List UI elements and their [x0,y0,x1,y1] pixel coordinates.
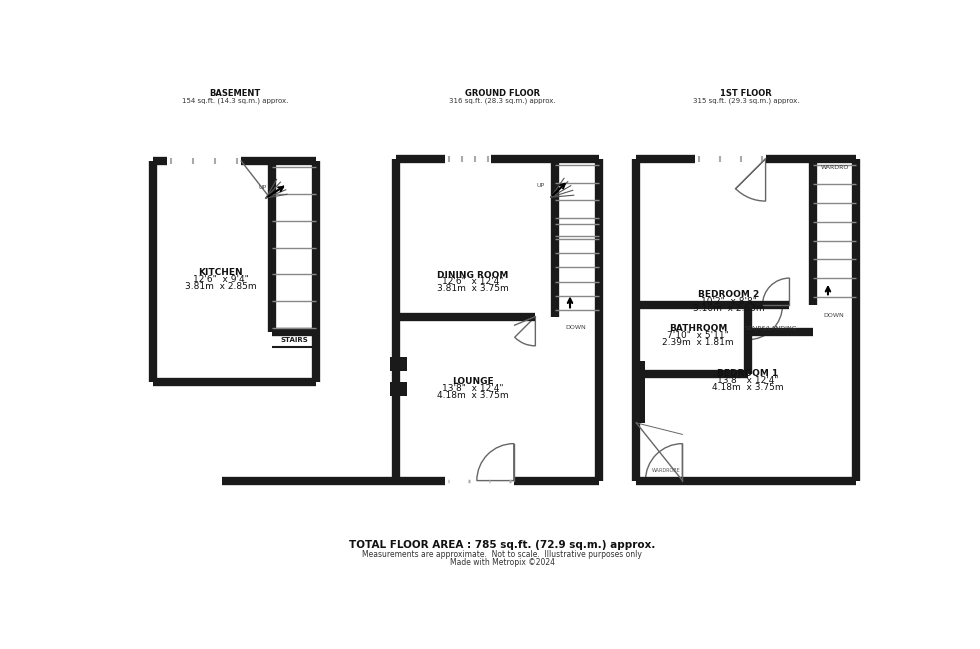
Text: 12'6"  x 9'4": 12'6" x 9'4" [192,275,248,284]
Text: Made with Metropix ©2024: Made with Metropix ©2024 [450,557,555,567]
Text: WARDROBE: WARDROBE [652,468,680,473]
Text: 7'10"  x 5'11": 7'10" x 5'11" [667,332,729,340]
Text: 10'2"  x 8'8": 10'2" x 8'8" [701,297,757,306]
Text: BASEMENT: BASEMENT [210,89,261,98]
Text: 2.39m  x 1.81m: 2.39m x 1.81m [662,338,734,347]
Bar [272,334,316,347]
Text: UP: UP [259,186,267,191]
Bar [390,382,407,396]
Text: 3.10m  x 2.63m: 3.10m x 2.63m [693,304,764,313]
Text: 13'8"  x 12'4": 13'8" x 12'4" [717,376,779,385]
Text: STAIRS: STAIRS [280,337,308,343]
Bar [635,361,645,423]
Text: GROUND FLOOR: GROUND FLOOR [465,89,540,98]
Text: BEDROOM 2: BEDROOM 2 [698,289,760,299]
Text: 315 sq.ft. (29.3 sq.m.) approx.: 315 sq.ft. (29.3 sq.m.) approx. [693,98,800,104]
Text: 3.81m  x 2.85m: 3.81m x 2.85m [184,282,256,291]
Text: 12'6"  x 12'4": 12'6" x 12'4" [442,277,504,286]
Text: Measurements are approximate.  Not to scale.  Illustrative purposes only: Measurements are approximate. Not to sca… [363,550,642,559]
Text: LOUNGE: LOUNGE [452,377,494,386]
Text: DOWN: DOWN [824,313,845,318]
Text: DINING ROOM: DINING ROOM [437,271,509,280]
Text: 316 sq.ft. (28.3 sq.m.) approx.: 316 sq.ft. (28.3 sq.m.) approx. [449,98,556,104]
Text: WARDRO: WARDRO [820,165,849,170]
Text: BEDROOM 1: BEDROOM 1 [717,369,778,378]
Text: TOTAL FLOOR AREA : 785 sq.ft. (72.9 sq.m.) approx.: TOTAL FLOOR AREA : 785 sq.ft. (72.9 sq.m… [349,540,656,550]
Text: BATHROOM: BATHROOM [668,324,727,334]
Text: KITCHEN: KITCHEN [198,268,243,277]
Text: 13'8"  x 12'4": 13'8" x 12'4" [442,384,504,393]
Text: DOWN: DOWN [565,325,587,330]
Text: 4.18m  x 3.75m: 4.18m x 3.75m [437,391,509,400]
Text: STAIRS/LANDING: STAIRS/LANDING [745,326,797,330]
Text: 1ST FLOOR: 1ST FLOOR [720,89,772,98]
Text: 3.81m  x 3.75m: 3.81m x 3.75m [437,284,509,293]
Text: UP: UP [537,183,545,188]
Bar [390,358,407,371]
Text: 154 sq.ft. (14.3 sq.m.) approx.: 154 sq.ft. (14.3 sq.m.) approx. [182,98,288,104]
Text: 4.18m  x 3.75m: 4.18m x 3.75m [712,383,784,392]
